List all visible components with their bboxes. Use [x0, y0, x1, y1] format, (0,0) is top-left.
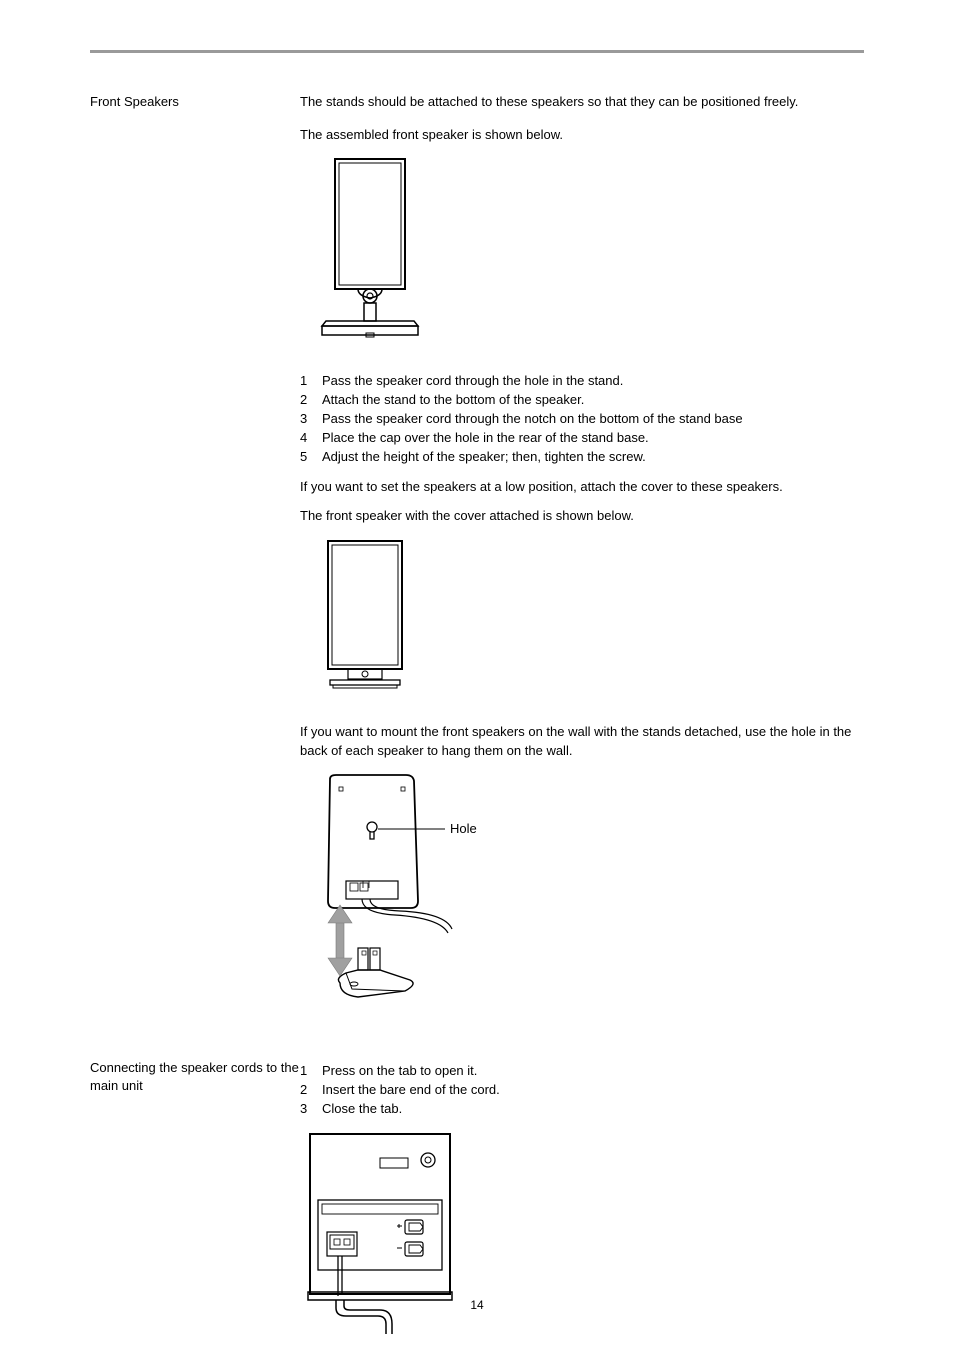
step-row: 2 Attach the stand to the bottom of the s… — [300, 392, 864, 407]
step-num: 1 — [300, 1063, 314, 1078]
step-row: 1 Press on the tab to open it. — [300, 1063, 864, 1078]
step-row: 3 Pass the speaker cord through the notch… — [300, 411, 864, 426]
step-row: 3 Close the tab. — [300, 1101, 864, 1116]
page-number: 14 — [0, 1298, 954, 1312]
speaker-terminal-icon — [397, 1220, 423, 1234]
step-text: Adjust the height of the speaker; then, … — [322, 449, 646, 464]
step-num: 1 — [300, 373, 314, 388]
section-title: Connecting the speaker cords to the main… — [90, 1059, 300, 1095]
double-arrow-icon — [328, 905, 352, 976]
step-row: 1 Pass the speaker cord through the hole … — [300, 373, 864, 388]
step-text: Close the tab. — [322, 1101, 402, 1116]
step-num: 3 — [300, 1101, 314, 1116]
step-text: Insert the bare end of the cord. — [322, 1082, 500, 1097]
step-row: 2 Insert the bare end of the cord. — [300, 1082, 864, 1097]
step-row: 5 Adjust the height of the speaker; then,… — [300, 449, 864, 464]
step-text: Pass the speaker cord through the notch … — [322, 411, 743, 426]
step-text: Press on the tab to open it. — [322, 1063, 477, 1078]
section-title: Front Speakers — [90, 93, 300, 111]
section-front-speakers: Front Speakers The stands should be atta… — [90, 93, 864, 1039]
speaker-low-stand-svg — [300, 537, 430, 707]
fig1-caption: The assembled front speaker is shown bel… — [300, 126, 864, 145]
figure-speaker-back-hole: Hole — [300, 773, 864, 1023]
section-title-col: Front Speakers — [90, 93, 300, 1039]
speaker-high-stand-svg — [300, 157, 440, 357]
step-num: 3 — [300, 411, 314, 426]
figure-speaker-high-stand — [300, 157, 864, 357]
fig2-caption: The front speaker with the cover attache… — [300, 507, 864, 526]
step-num: 5 — [300, 449, 314, 464]
page: Front Speakers The stands should be atta… — [0, 0, 954, 1352]
step-num: 4 — [300, 430, 314, 445]
low-stand-note: If you want to set the speakers at a low… — [300, 478, 864, 497]
speaker-back-svg: Hole — [300, 773, 560, 1023]
step-text: Pass the speaker cord through the hole i… — [322, 373, 623, 388]
section-body-col: The stands should be attached to these s… — [300, 93, 864, 1039]
top-rule — [90, 50, 864, 53]
figure-speaker-low-stand — [300, 537, 864, 707]
step-row: 4 Place the cap over the hole in the rear… — [300, 430, 864, 445]
wall-mount-text: If you want to mount the front speakers … — [300, 723, 864, 761]
callout-hole: Hole — [450, 821, 477, 836]
step-text: Attach the stand to the bottom of the sp… — [322, 392, 584, 407]
body-text: The stands should be attached to these s… — [300, 93, 864, 112]
step-text: Place the cap over the hole in the rear … — [322, 430, 649, 445]
speaker-terminal-icon — [397, 1242, 423, 1256]
step-num: 2 — [300, 1082, 314, 1097]
step-num: 2 — [300, 392, 314, 407]
